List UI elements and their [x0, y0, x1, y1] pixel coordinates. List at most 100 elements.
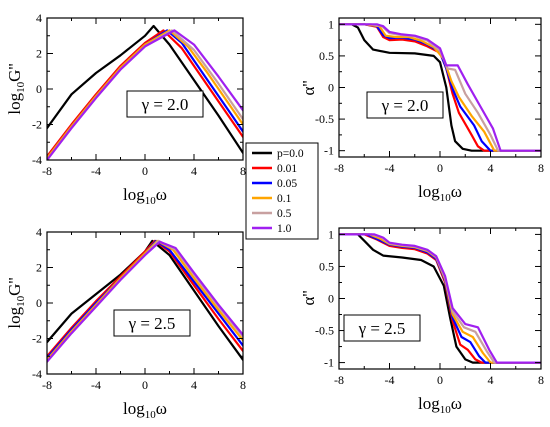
- legend-entry: 1.0: [252, 223, 292, 235]
- legend-entry: p=0.0: [252, 148, 304, 160]
- y-tick-label: -2: [32, 332, 42, 346]
- x-tick-label: 0: [437, 373, 443, 387]
- series-group: [339, 23, 541, 152]
- y-tick-label: 0: [328, 292, 334, 306]
- gamma-label: γ = 2.0: [381, 96, 429, 115]
- y-tick-label: -1: [324, 356, 334, 370]
- x-tick-label: -4: [385, 161, 395, 175]
- legend-entry: 0.1: [252, 193, 292, 205]
- series-line-0.5: [47, 239, 243, 363]
- x-tick-label: 4: [191, 378, 197, 392]
- y-tick-label: 0.5: [319, 49, 334, 63]
- x-tick-label: -8: [334, 161, 344, 175]
- panel-top-right: -8 -4 0 4 8 -1 -0.5 0 0.5 1 log10ω α'' γ = 2.0: [299, 17, 544, 204]
- series-line-0.01: [339, 23, 541, 152]
- legend-box: [245, 142, 319, 240]
- x-tick-label: 4: [488, 161, 494, 175]
- legend-entry: 0.01: [252, 163, 297, 175]
- x-tick-label: -4: [385, 373, 395, 387]
- series-line-1.0: [339, 233, 541, 364]
- x-axis-label: log10ω: [123, 185, 167, 207]
- y-tick-label: 0.5: [319, 259, 334, 273]
- series-line-0.1: [339, 23, 541, 152]
- legend-label: 0.05: [277, 178, 297, 190]
- legend-entry: 0.5: [252, 208, 292, 220]
- x-axis-label: log10ω: [123, 399, 167, 421]
- y-tick-label: 2: [36, 47, 42, 61]
- y-tick-label: 0: [36, 82, 42, 96]
- series-line-0.1: [339, 233, 541, 364]
- y-tick-label: 0: [328, 81, 334, 95]
- gamma-label: γ = 2.0: [141, 95, 189, 114]
- plot-frame: [338, 227, 542, 370]
- y-tick-label: 0: [36, 296, 42, 310]
- x-tick-label: 8: [240, 378, 246, 392]
- gamma-label: γ = 2.5: [358, 319, 406, 338]
- legend-label: 0.01: [277, 163, 297, 175]
- series-line-1.0: [47, 240, 243, 363]
- x-tick-label: 0: [437, 161, 443, 175]
- series-line-0.1: [47, 29, 243, 160]
- series-group: [339, 233, 541, 364]
- y-axis-label: α'': [299, 80, 318, 95]
- series-line-0.05: [339, 23, 541, 152]
- series-line-p=0.0: [339, 233, 541, 364]
- series-line-0.01: [47, 29, 243, 158]
- gamma-annotation: γ = 2.5: [343, 314, 421, 342]
- gamma-annotation: γ = 2.0: [126, 90, 204, 118]
- x-tick-label: 8: [538, 373, 544, 387]
- y-axis-label: log10G'': [5, 63, 27, 114]
- x-tick-label: 0: [142, 164, 148, 178]
- y-tick-label: 4: [36, 225, 42, 239]
- gamma-annotation: γ = 2.5: [113, 309, 191, 337]
- series-group: [47, 239, 243, 363]
- series-line-0.5: [339, 23, 541, 152]
- y-tick-label: -0.5: [315, 324, 334, 338]
- legend-entry: 0.05: [252, 178, 297, 190]
- y-tick-label: 1: [328, 17, 334, 31]
- x-tick-label: -4: [91, 164, 101, 178]
- y-tick-label: -2: [32, 118, 42, 132]
- legend-label: 0.1: [277, 193, 292, 205]
- series-line-p=0.0: [47, 24, 243, 154]
- x-tick-label: -8: [334, 373, 344, 387]
- legend-label: 0.5: [277, 208, 292, 220]
- legend-label: 1.0: [277, 223, 292, 235]
- legend-entries: p=0.0 0.01 0.05 0.1 0.5 1.0: [252, 148, 304, 235]
- x-tick-label: 8: [240, 164, 246, 178]
- x-tick-label: -8: [42, 378, 52, 392]
- x-tick-label: 4: [488, 373, 494, 387]
- y-tick-label: -0.5: [315, 112, 334, 126]
- y-tick-label: 2: [36, 261, 42, 275]
- x-tick-label: 8: [538, 161, 544, 175]
- gamma-label: γ = 2.5: [128, 314, 176, 333]
- legend: p=0.0 0.01 0.05 0.1 0.5 1.0: [245, 142, 319, 240]
- gamma-annotation: γ = 2.0: [366, 91, 444, 119]
- x-axis-label: log10ω: [418, 182, 462, 204]
- x-tick-label: -8: [42, 164, 52, 178]
- y-tick-label: -4: [32, 153, 42, 167]
- y-tick-label: -1: [324, 144, 334, 158]
- series-line-0.01: [339, 233, 541, 364]
- x-tick-label: -4: [91, 378, 101, 392]
- y-axis-label: log10G'': [5, 277, 27, 328]
- x-tick-label: 0: [142, 378, 148, 392]
- plot-frame: [338, 17, 542, 158]
- legend-label: p=0.0: [277, 148, 304, 160]
- y-tick-label: 4: [36, 11, 42, 25]
- y-tick-label: -4: [32, 367, 42, 381]
- y-tick-label: 1: [328, 227, 334, 241]
- x-tick-label: 4: [191, 164, 197, 178]
- panel-bottom-right: -8 -4 0 4 8 -1 -0.5 0 0.5 1 log10ω α'' γ = 2.5: [299, 227, 544, 416]
- series-line-0.5: [339, 233, 541, 364]
- series-group: [47, 24, 243, 160]
- series-line-1.0: [339, 23, 541, 152]
- y-axis-label: α'': [299, 290, 318, 305]
- series-line-p=0.0: [339, 23, 541, 152]
- x-axis-label: log10ω: [418, 394, 462, 416]
- series-line-1.0: [47, 29, 243, 160]
